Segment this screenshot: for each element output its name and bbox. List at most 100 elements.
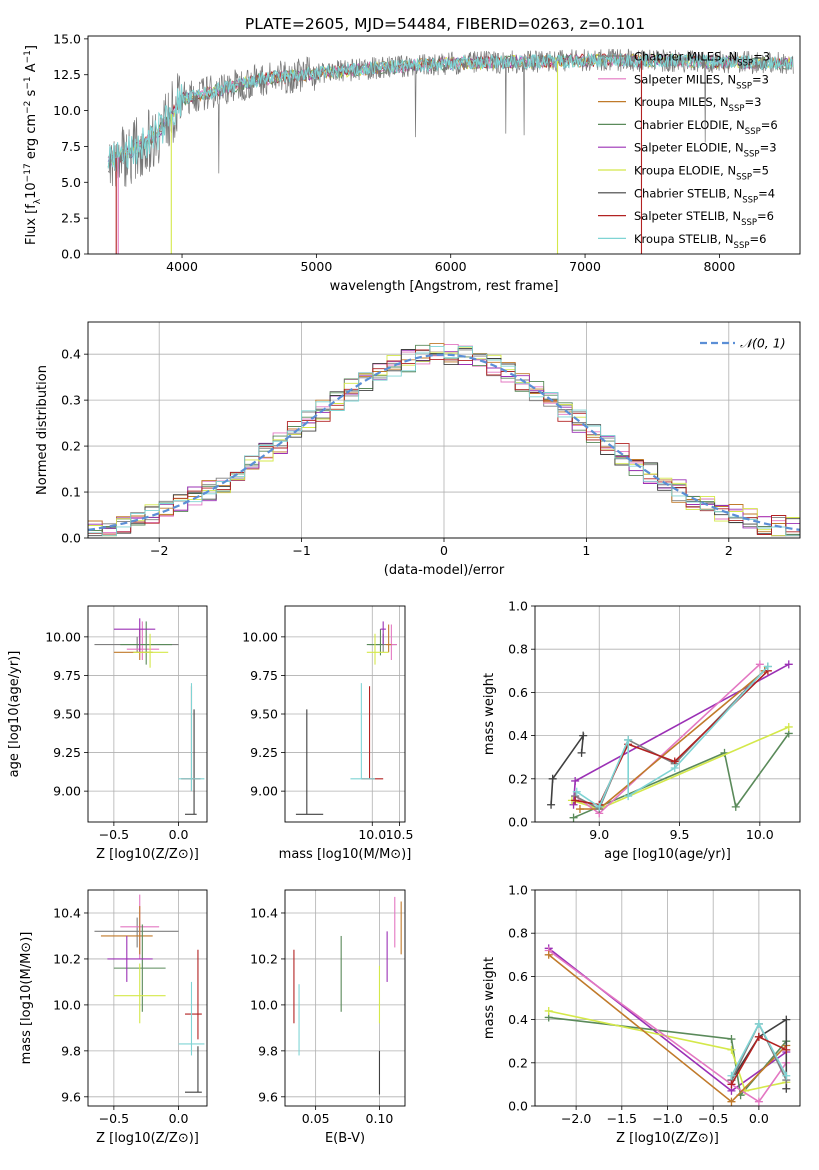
x-tick-label: 0.0 [169, 827, 189, 842]
x-tick-label: 8000 [703, 259, 735, 274]
mass-weight-marker [571, 776, 580, 785]
mass-weight-line [572, 663, 790, 805]
mass-weight-marker [782, 1015, 791, 1024]
y-tick-label: 12.5 [53, 67, 81, 82]
y-tick-label: 0.0 [61, 247, 81, 262]
mass-weight-marker [569, 813, 578, 822]
x-tick-label: 10.0 [746, 827, 774, 842]
y-tick-label: 0.2 [508, 1055, 528, 1070]
y-tick-label: 1.0 [508, 883, 528, 898]
mass-weight-line [573, 732, 790, 819]
residual-histogram [88, 345, 800, 537]
figure-title: PLATE=2605, MJD=54484, FIBERID=0263, z=0… [245, 15, 645, 33]
x-tick-label: −0.5 [99, 1111, 129, 1126]
x-tick-label: −2 [150, 543, 168, 558]
mass-weight-marker [544, 950, 553, 959]
y-tick-label: 9.25 [53, 745, 81, 760]
y-tick-label: 10.0 [53, 997, 81, 1012]
y-tick-label: 0.4 [508, 728, 528, 743]
y-axis-label: Normed distribution [35, 365, 50, 495]
y-tick-label: 0.2 [508, 771, 528, 786]
axes-frame [284, 605, 406, 823]
x-tick-label: 10.0 [358, 827, 386, 842]
axes-frame [87, 35, 801, 255]
legend-entry: Salpeter STELIB, NSSP=6 [634, 209, 774, 228]
legend-entry: Kroupa ELODIE, NSSP=5 [634, 164, 769, 183]
y-tick-label: 0.2 [61, 439, 81, 454]
mass-weight-marker [624, 792, 633, 801]
mass-weight-marker [784, 660, 793, 669]
mass-weight-marker [548, 774, 557, 783]
x-tick-label: 1 [582, 543, 590, 558]
y-tick-label: 9.50 [250, 707, 278, 722]
y-axis-label: mass weight [482, 673, 497, 755]
residuals-axes: −2 −1 0 1 2 0.0 0.1 0.2 0.3 0.4 (data-model)/error… [35, 321, 801, 578]
x-tick-label: 0.0 [749, 1111, 769, 1126]
y-tick-label: 9.00 [53, 784, 81, 799]
y-tick-label: 9.25 [250, 745, 278, 760]
y-tick-label: 0.0 [61, 531, 81, 546]
mass-weight-marker [577, 748, 586, 757]
y-tick-label: 0.6 [508, 969, 528, 984]
mass-weight-marker [624, 735, 633, 744]
mass-weight-line [574, 665, 769, 811]
x-tick-label: 2 [725, 543, 733, 558]
x-axis-label: mass [log10(M/M⊙)] [279, 847, 412, 862]
y-tick-label: 1.0 [508, 599, 528, 614]
y-tick-label: 0.4 [61, 347, 81, 362]
legend-entry: Chabrier MILES, NSSP=3 [634, 50, 770, 69]
mass-weight-marker [572, 787, 581, 796]
age_vs_Z-axes: −0.5 0.0 9.00 9.25 9.50 9.75 10.00 Z [log10(Z/Z… [7, 605, 208, 862]
x-tick-label: −2.0 [561, 1111, 591, 1126]
axes-frame [87, 321, 801, 539]
y-tick-label: 10.2 [53, 951, 81, 966]
y-tick-label: 0.6 [508, 685, 528, 700]
y-tick-label: 2.5 [61, 211, 81, 226]
x-tick-label: −0.5 [99, 827, 129, 842]
spectrum-axes: 4000 5000 6000 7000 8000 0.0 2.5 5.0 7.5 10.0 12.5… [23, 31, 801, 294]
x-tick-label: 5000 [300, 259, 332, 274]
mass-weight-marker [763, 662, 772, 671]
x-axis-label: Z [log10(Z/Z⊙)] [96, 1131, 199, 1146]
mass-weight-line [730, 1018, 788, 1089]
legend-entry: Salpeter MILES, NSSP=3 [634, 72, 769, 91]
axes-frame [87, 889, 208, 1107]
mass-weight-marker [754, 1019, 763, 1028]
legend-entry: Kroupa STELIB, NSSP=6 [634, 232, 766, 251]
mass-weight-marker [727, 1045, 736, 1054]
x-tick-label: −0.5 [698, 1111, 728, 1126]
gaussian-curve [87, 353, 801, 531]
y-tick-label: 10.2 [250, 951, 278, 966]
mass-weight-line [548, 949, 787, 1103]
mass-weight-marker [727, 1035, 736, 1044]
mass_vs_EBV-axes: 0.05 0.10 9.6 9.8 10.0 10.2 10.4 E(B-V) [250, 889, 406, 1146]
x-axis-label: Z [log10(Z/Z⊙)] [96, 847, 199, 862]
y-tick-label: 0.8 [508, 926, 528, 941]
y-axis-label: mass weight [482, 957, 497, 1039]
mass-weight-marker [782, 1071, 791, 1080]
age_vs_mass-axes: 10.0 10.5 9.00 9.25 9.50 9.75 10.00 mass [log10… [242, 605, 413, 862]
mass-weight-marker [579, 731, 588, 740]
y-tick-label: 0.1 [61, 485, 81, 500]
mass-weight-marker [754, 1097, 763, 1106]
mass-weight-line [576, 665, 769, 809]
x-axis-label: age [log10(age/yr)] [604, 847, 731, 862]
mass-weight-marker [544, 1006, 553, 1015]
y-axis-label: Flux [fλ10−17 erg cm−2 s−1 A−1] [23, 45, 43, 245]
mass-weight-marker [569, 800, 578, 809]
mass-weight-marker [727, 1097, 736, 1106]
y-tick-label: 10.4 [250, 905, 278, 920]
mass-weight-marker [784, 722, 793, 731]
axes-frame [87, 605, 208, 823]
y-tick-label: 9.8 [258, 1043, 278, 1058]
y-tick-label: 9.75 [250, 668, 278, 683]
legend-entry: Chabrier STELIB, NSSP=4 [634, 186, 775, 205]
x-tick-label: 4000 [166, 259, 198, 274]
y-tick-label: 9.50 [53, 707, 81, 722]
mass-weight-marker [754, 1032, 763, 1041]
y-tick-label: 15.0 [53, 31, 81, 46]
axes-frame [284, 889, 406, 1107]
x-tick-label: 9.5 [670, 827, 690, 842]
y-tick-label: 0.4 [508, 1012, 528, 1027]
y-axis-label: mass [log10(M/M⊙)] [19, 932, 34, 1065]
